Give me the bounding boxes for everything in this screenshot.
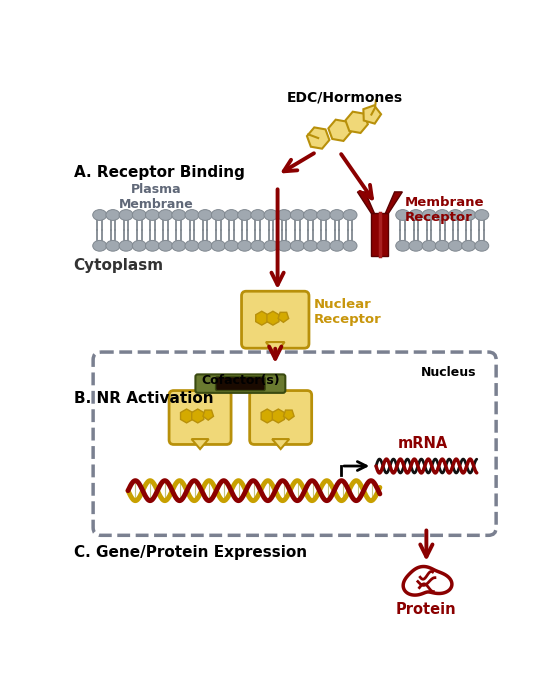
Polygon shape: [363, 105, 381, 124]
Text: mRNA: mRNA: [397, 436, 448, 451]
Ellipse shape: [159, 210, 173, 220]
Polygon shape: [255, 311, 268, 325]
Ellipse shape: [132, 210, 146, 220]
Ellipse shape: [93, 240, 107, 251]
Polygon shape: [278, 312, 288, 323]
Ellipse shape: [277, 210, 291, 220]
Ellipse shape: [132, 240, 146, 251]
Ellipse shape: [330, 240, 344, 251]
Ellipse shape: [145, 240, 159, 251]
Polygon shape: [357, 192, 375, 213]
FancyBboxPatch shape: [196, 374, 285, 393]
Ellipse shape: [211, 240, 225, 251]
Ellipse shape: [343, 240, 357, 251]
Ellipse shape: [396, 210, 410, 220]
Text: Plasma
Membrane: Plasma Membrane: [119, 182, 194, 211]
Ellipse shape: [304, 210, 318, 220]
Text: Nuclear
Receptor: Nuclear Receptor: [314, 298, 382, 326]
Ellipse shape: [145, 210, 159, 220]
Polygon shape: [192, 409, 204, 423]
Text: EDC/Hormones: EDC/Hormones: [287, 90, 403, 105]
Polygon shape: [261, 409, 273, 423]
Ellipse shape: [106, 210, 120, 220]
Ellipse shape: [475, 210, 489, 220]
Polygon shape: [267, 311, 279, 325]
Ellipse shape: [435, 210, 449, 220]
Text: Membrane
Receptor: Membrane Receptor: [405, 195, 484, 224]
Ellipse shape: [462, 240, 476, 251]
Ellipse shape: [290, 240, 304, 251]
Text: Nucleus: Nucleus: [421, 366, 477, 379]
FancyBboxPatch shape: [241, 291, 309, 348]
Ellipse shape: [330, 210, 344, 220]
Ellipse shape: [304, 240, 318, 251]
Ellipse shape: [119, 240, 133, 251]
Ellipse shape: [396, 240, 410, 251]
Polygon shape: [328, 120, 351, 141]
FancyBboxPatch shape: [216, 377, 265, 391]
Ellipse shape: [409, 240, 423, 251]
Ellipse shape: [317, 240, 331, 251]
Ellipse shape: [238, 210, 252, 220]
Text: B. NR Activation: B. NR Activation: [74, 391, 214, 405]
Ellipse shape: [448, 210, 462, 220]
Ellipse shape: [198, 240, 212, 251]
Ellipse shape: [448, 240, 462, 251]
Ellipse shape: [172, 210, 186, 220]
FancyBboxPatch shape: [250, 391, 312, 444]
Ellipse shape: [185, 210, 199, 220]
Ellipse shape: [422, 210, 436, 220]
Ellipse shape: [290, 210, 304, 220]
Polygon shape: [307, 127, 329, 149]
Ellipse shape: [264, 210, 278, 220]
Ellipse shape: [317, 210, 331, 220]
Polygon shape: [272, 409, 285, 423]
Ellipse shape: [251, 240, 265, 251]
Polygon shape: [403, 566, 452, 595]
Ellipse shape: [475, 240, 489, 251]
Polygon shape: [272, 439, 289, 449]
Ellipse shape: [422, 240, 436, 251]
Ellipse shape: [225, 240, 239, 251]
Text: C. Gene/Protein Expression: C. Gene/Protein Expression: [74, 545, 307, 559]
Polygon shape: [181, 409, 193, 423]
Ellipse shape: [211, 210, 225, 220]
Text: A. Receptor Binding: A. Receptor Binding: [74, 165, 245, 180]
Ellipse shape: [106, 240, 120, 251]
Ellipse shape: [251, 210, 265, 220]
Ellipse shape: [277, 240, 291, 251]
Polygon shape: [203, 410, 214, 420]
Ellipse shape: [119, 210, 133, 220]
Polygon shape: [192, 439, 209, 449]
Ellipse shape: [225, 210, 239, 220]
Text: Cofactor(s): Cofactor(s): [201, 374, 280, 387]
Ellipse shape: [409, 210, 423, 220]
Text: Cytoplasm: Cytoplasm: [74, 258, 164, 273]
Polygon shape: [266, 342, 285, 354]
Ellipse shape: [172, 240, 186, 251]
Ellipse shape: [435, 240, 449, 251]
Text: Protein: Protein: [396, 602, 457, 617]
Polygon shape: [283, 410, 294, 420]
Polygon shape: [371, 213, 389, 256]
Ellipse shape: [185, 240, 199, 251]
Ellipse shape: [93, 210, 107, 220]
Polygon shape: [385, 192, 402, 213]
Polygon shape: [345, 111, 368, 133]
Ellipse shape: [198, 210, 212, 220]
Ellipse shape: [264, 240, 278, 251]
Ellipse shape: [159, 240, 173, 251]
Ellipse shape: [462, 210, 476, 220]
Ellipse shape: [238, 240, 252, 251]
FancyBboxPatch shape: [169, 391, 231, 444]
Ellipse shape: [343, 210, 357, 220]
FancyBboxPatch shape: [93, 352, 496, 535]
